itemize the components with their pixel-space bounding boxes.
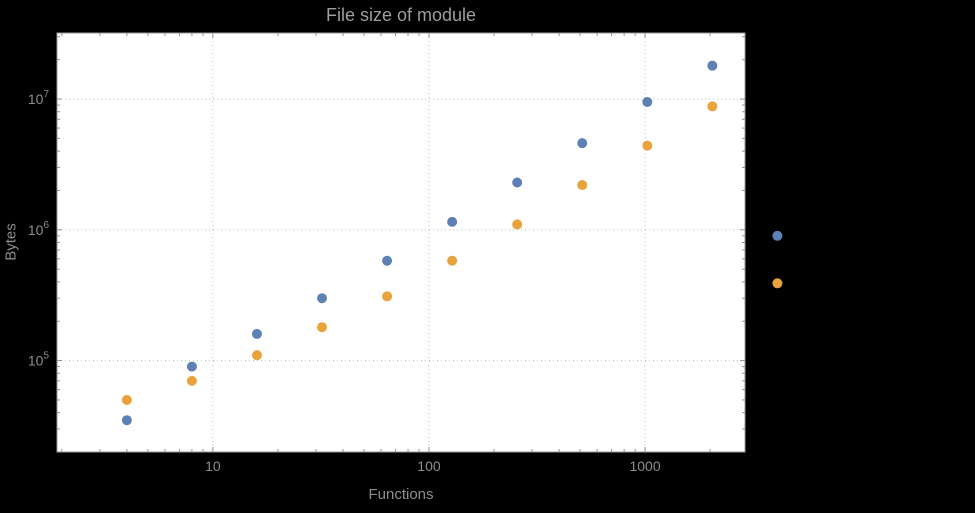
plot-area [57, 33, 745, 452]
y-tick-label: 105 [28, 351, 50, 369]
x-tick-label: 1000 [629, 458, 660, 474]
y-tick-label: 106 [28, 220, 50, 238]
y-tick-label: 107 [28, 89, 50, 107]
data-point-orange [317, 322, 328, 333]
x-tick-label: 10 [205, 458, 221, 474]
data-point-blue [382, 255, 393, 266]
data-point-orange [186, 375, 197, 386]
x-tick-label: 100 [417, 458, 441, 474]
data-point-blue [121, 415, 132, 426]
data-point-orange [707, 101, 718, 112]
data-point-blue [512, 177, 523, 188]
plot-frame [56, 32, 746, 453]
data-point-blue [447, 216, 458, 227]
data-point-orange [121, 394, 132, 405]
y-axis-label: Bytes [2, 223, 20, 261]
data-point-orange [512, 219, 523, 230]
data-point-orange [382, 291, 393, 302]
data-point-orange [642, 140, 653, 151]
data-point-orange [447, 255, 458, 266]
data-point-blue [317, 293, 328, 304]
data-point-orange [251, 350, 262, 361]
data-point-blue [251, 328, 262, 339]
data-point-orange [772, 278, 783, 289]
data-point-blue [642, 96, 653, 107]
data-point-blue [707, 60, 718, 71]
x-axis-label: Functions [368, 486, 434, 503]
data-point-blue [772, 230, 783, 241]
chart-title: File size of module [325, 5, 477, 25]
data-point-blue [577, 138, 588, 149]
data-point-orange [577, 180, 588, 191]
data-point-blue [186, 361, 197, 372]
